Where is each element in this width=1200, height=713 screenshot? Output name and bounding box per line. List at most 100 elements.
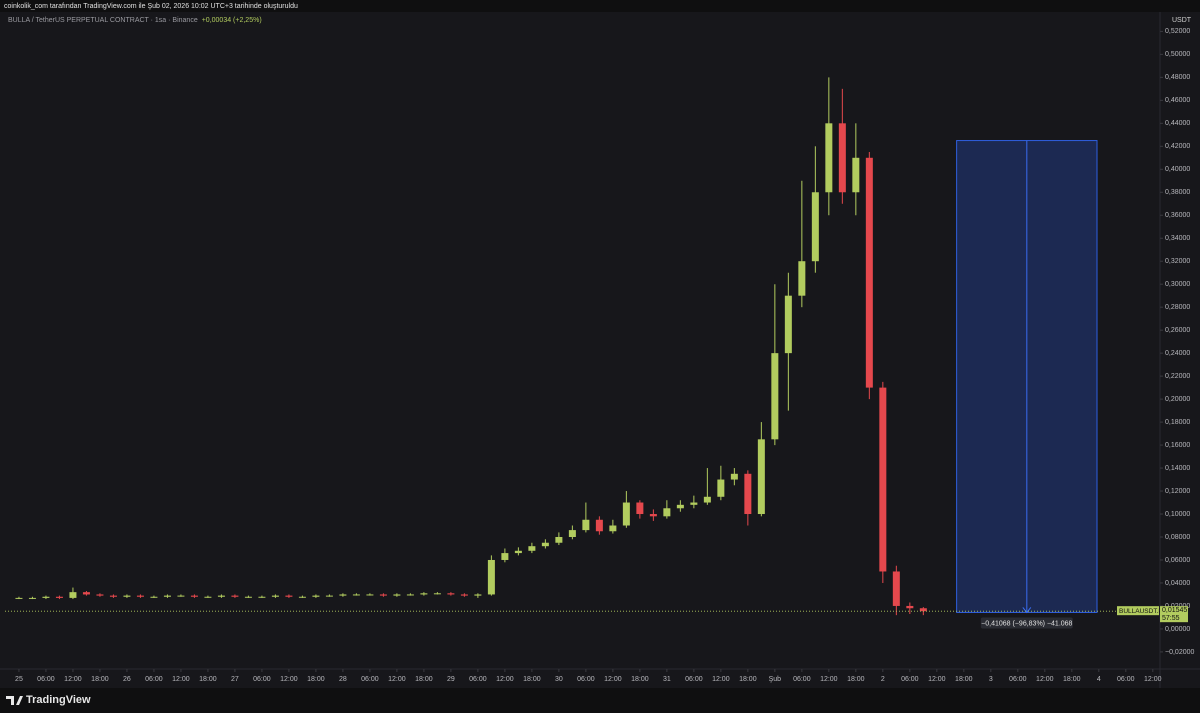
candle-body [784, 295, 792, 354]
candle-body [703, 496, 711, 503]
x-tick-label: 31 [663, 676, 671, 683]
x-tick-label: 12:00 [280, 676, 298, 683]
symbol-tag [1117, 606, 1159, 616]
candle-body [838, 123, 846, 193]
candle-body [636, 502, 644, 515]
candle-body [690, 502, 698, 505]
candle-body [366, 594, 374, 596]
candle-body [339, 594, 347, 596]
candle-body [28, 597, 36, 599]
y-tick-label: 0,14000 [1165, 465, 1190, 472]
y-tick-label: 0,00000 [1165, 626, 1190, 633]
y-tick-label: 0,18000 [1165, 419, 1190, 426]
x-tick-label: 06:00 [1117, 676, 1135, 683]
x-tick-label: 12:00 [604, 676, 622, 683]
x-tick-label: 3 [989, 676, 993, 683]
candle-body [190, 595, 198, 597]
y-tick-label: 0,10000 [1165, 511, 1190, 518]
symbol-tag-label: BULLAUSDT.P [1119, 608, 1163, 615]
candle-body [325, 595, 333, 597]
x-tick-label: 12:00 [1036, 676, 1054, 683]
x-tick-label: 30 [555, 676, 563, 683]
candle-body [460, 594, 468, 596]
price-tag [1160, 606, 1188, 623]
countdown-label: 57:55 [1162, 615, 1180, 622]
price-change: +0,00034 (+2,25%) [202, 17, 262, 24]
candle-body [217, 595, 225, 597]
x-tick-label: 06:00 [469, 676, 487, 683]
x-tick-label: 12:00 [928, 676, 946, 683]
candle-body [811, 192, 819, 262]
candle-body [730, 473, 738, 480]
candle-body [852, 157, 860, 193]
x-tick-label: 26 [123, 676, 131, 683]
candle-body [582, 519, 590, 531]
x-tick-label: 4 [1097, 676, 1101, 683]
chart-title: BULLA / TetherUS PERPETUAL CONTRACT · 1s… [8, 17, 198, 24]
candle-body [609, 525, 617, 532]
candle-body [595, 519, 603, 532]
y-tick-label: 0,24000 [1165, 350, 1190, 357]
x-tick-label: 12:00 [172, 676, 190, 683]
candle-body [906, 605, 914, 609]
x-tick-label: 06:00 [1009, 676, 1027, 683]
y-tick-label: 0,22000 [1165, 373, 1190, 380]
x-tick-label: 06:00 [793, 676, 811, 683]
candle-body [42, 596, 50, 598]
x-tick-label: Şub [769, 676, 782, 683]
x-tick-label: 25 [15, 676, 23, 683]
measure-label: −0,41068 (−96,83%) −41.068 [981, 620, 1072, 627]
brand-name: TradingView [26, 694, 91, 706]
candle-body [150, 596, 158, 598]
x-tick-label: 18:00 [199, 676, 217, 683]
header-caption: coinkolik_com tarafından TradingView.com… [4, 3, 298, 10]
y-tick-label: 0,32000 [1165, 258, 1190, 265]
candle-body [825, 123, 833, 193]
y-tick-label: 0,46000 [1165, 97, 1190, 104]
candle-body [271, 595, 279, 597]
candle-body [298, 596, 306, 598]
candle-body [447, 593, 455, 595]
y-tick-label: 0,16000 [1165, 442, 1190, 449]
candle-body [393, 594, 401, 596]
y-tick-label: 0,28000 [1165, 304, 1190, 311]
x-tick-label: 29 [447, 676, 455, 683]
x-tick-label: 2 [881, 676, 885, 683]
y-tick-label: 0,52000 [1165, 28, 1190, 35]
x-tick-label: 12:00 [496, 676, 514, 683]
candle-body [514, 550, 522, 554]
y-tick-label: 0,30000 [1165, 281, 1190, 288]
candle-body [177, 595, 185, 597]
candle-body [136, 595, 144, 597]
candle-body [879, 387, 887, 572]
y-tick-label: 0,38000 [1165, 189, 1190, 196]
x-tick-label: 06:00 [37, 676, 55, 683]
y-tick-label: 0,20000 [1165, 396, 1190, 403]
candle-body [96, 594, 104, 596]
candle-body [420, 593, 428, 595]
x-tick-label: 06:00 [145, 676, 163, 683]
x-tick-label: 06:00 [253, 676, 271, 683]
candle-body [285, 595, 293, 597]
x-tick-label: 18:00 [415, 676, 433, 683]
x-tick-label: 18:00 [631, 676, 649, 683]
x-tick-label: 18:00 [739, 676, 757, 683]
chart-panel [0, 12, 1200, 688]
candle-body [69, 592, 77, 598]
x-tick-label: 12:00 [64, 676, 82, 683]
candle-body [568, 530, 576, 537]
y-tick-label: 0,06000 [1165, 557, 1190, 564]
candle-body [892, 571, 900, 606]
y-tick-label: 0,36000 [1165, 212, 1190, 219]
candle-body [352, 594, 360, 596]
candle-body [744, 473, 752, 515]
candle-body [433, 593, 441, 595]
candle-body [231, 595, 239, 597]
x-tick-label: 12:00 [712, 676, 730, 683]
x-tick-label: 06:00 [685, 676, 703, 683]
candle-body [312, 595, 320, 597]
candle-body [663, 508, 671, 517]
candle-body [204, 596, 212, 598]
y-tick-label: 0,04000 [1165, 580, 1190, 587]
candle-body [865, 157, 873, 388]
